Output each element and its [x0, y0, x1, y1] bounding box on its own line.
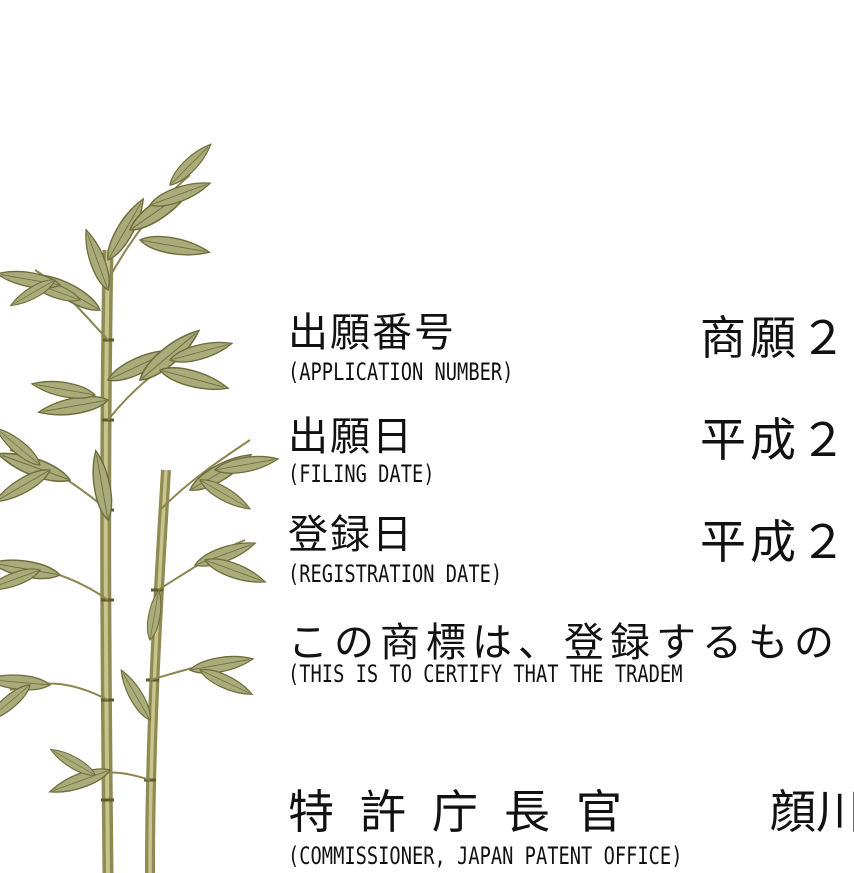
commissioner-title-jp: 特許庁長官 [288, 785, 648, 839]
filing-date-label-en: (FILING DATE) [288, 460, 435, 488]
application-number-label-en: (APPLICATION NUMBER) [288, 358, 514, 386]
bamboo-illustration [0, 139, 280, 873]
registration-date-label-jp: 登録日 [288, 512, 414, 558]
certification-statement-en: (THIS IS TO CERTIFY THAT THE TRADEM [288, 660, 683, 688]
registration-date-label-en: (REGISTRATION DATE) [288, 560, 503, 588]
commissioner-title-en: (COMMISSIONER, JAPAN PATENT OFFICE) [288, 842, 683, 870]
filing-date-label-jp: 出願日 [288, 414, 414, 460]
application-number-value: 商願２ [700, 311, 850, 365]
commissioner-name-jp: 顔川 [770, 785, 854, 839]
filing-date-value: 平成２ [700, 413, 850, 467]
certification-statement-jp: この商標は、登録するもの [288, 620, 840, 666]
application-number-label-jp: 出願番号 [288, 310, 456, 356]
bamboo-leaves [0, 139, 280, 800]
registration-date-value: 平成２ [700, 515, 850, 569]
